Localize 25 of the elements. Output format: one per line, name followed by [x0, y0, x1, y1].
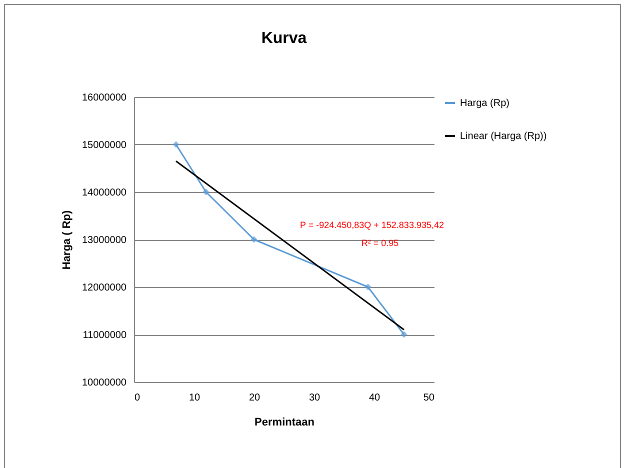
annotation: R² = 0.95 — [361, 238, 399, 248]
x-tick-label: 20 — [248, 392, 260, 404]
y-tick-label: 14000000 — [82, 188, 127, 198]
chart-title: Kurva — [261, 30, 307, 47]
x-tick-label: 30 — [308, 392, 320, 404]
y-axis-title: Harga ( Rp) — [61, 210, 74, 270]
legend-label: Harga (Rp) — [460, 98, 510, 109]
annotation: P = -924.450,83Q + 152.833.935,42 — [300, 220, 444, 230]
point — [400, 331, 408, 338]
y-tick-label: 16000000 — [82, 92, 127, 104]
x-tick-label: 50 — [423, 392, 435, 404]
y-tick-label: 15000000 — [82, 140, 127, 151]
x-tick-label: 10 — [188, 392, 200, 404]
point — [364, 284, 372, 290]
legend-label: Linear (Harga (Rp)) — [460, 131, 547, 142]
x-tick-label: 0 — [134, 392, 140, 404]
y-tick-label: 12000000 — [82, 282, 127, 294]
x-axis-title: Permintaan — [254, 416, 315, 428]
point — [172, 141, 180, 148]
y-tick-label: 11000000 — [82, 330, 127, 341]
y-tick-label: 13000000 — [82, 235, 127, 246]
y-tick-label: 10000000 — [82, 378, 127, 388]
point — [250, 236, 258, 243]
point — [202, 188, 210, 196]
x-tick-label: 40 — [368, 392, 380, 404]
